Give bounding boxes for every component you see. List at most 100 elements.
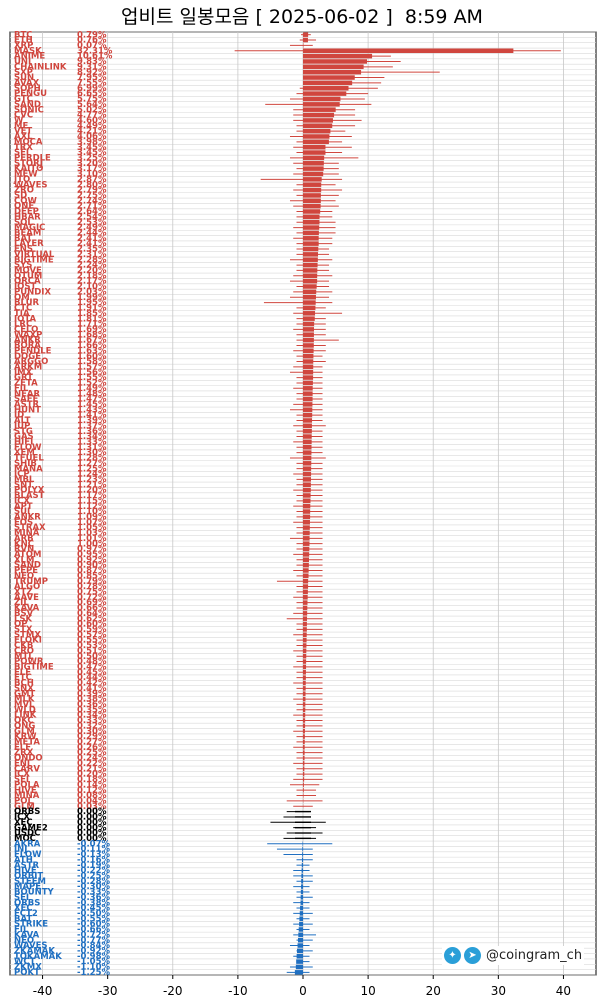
ticker-label: CVC — [14, 111, 33, 121]
bar — [301, 884, 303, 889]
bar — [303, 332, 314, 337]
ticker-label: HIFI — [14, 437, 33, 447]
percent-label: 1.68% — [77, 330, 107, 340]
percent-label: 0.33% — [77, 716, 107, 726]
ticker-label: WAXP — [14, 330, 42, 340]
ticker-label: CHAINLINK — [14, 62, 67, 72]
percent-label: 0.79% — [77, 30, 107, 40]
ticker-label: XLM — [14, 555, 34, 565]
bar — [303, 144, 326, 150]
percent-label: 3.45% — [77, 143, 107, 153]
bar — [303, 541, 310, 546]
ticker-label: UNI — [14, 57, 31, 67]
bar — [303, 246, 319, 252]
ticker-label: SUI — [14, 507, 30, 517]
bar — [303, 128, 331, 134]
percent-label: 1.17% — [77, 491, 107, 501]
percent-label: -0.22% — [77, 866, 110, 876]
bar — [303, 503, 311, 509]
ticker-label: XEC — [14, 818, 33, 828]
bar — [303, 621, 307, 627]
ticker-label: FLOW — [14, 850, 42, 860]
bar — [297, 937, 303, 943]
ticker-label: IOTA — [14, 314, 37, 324]
ticker-label: MOCA — [14, 137, 43, 147]
ticker-label: ETC — [14, 673, 32, 683]
ticker-label: SUN — [14, 73, 34, 83]
percent-label: 4.77% — [77, 111, 107, 121]
ticker-label: ZKMX — [14, 963, 42, 973]
bar — [302, 846, 303, 852]
percent-label: 1.36% — [77, 427, 107, 437]
brand-watermark: ✦ ➤ @coingram_ch — [442, 946, 585, 965]
ticker-label: ALGO — [14, 582, 40, 592]
percent-label: 0.34% — [77, 711, 107, 721]
bar — [303, 573, 309, 579]
percent-label: -0.30% — [77, 882, 110, 892]
bar — [303, 675, 306, 680]
ticker-label: INJ — [14, 845, 27, 855]
percent-label: 5.64% — [77, 100, 107, 110]
percent-label: 1.27% — [77, 459, 107, 469]
bar — [301, 868, 303, 873]
ticker-label: POL — [14, 796, 33, 806]
bar — [303, 777, 305, 782]
bar — [303, 182, 322, 187]
bar — [303, 605, 308, 611]
x-tick-label: -20 — [163, 984, 183, 998]
bar — [303, 337, 314, 343]
ticker-label: NEO — [14, 936, 34, 946]
ticker-label: STG — [14, 427, 33, 437]
bar — [303, 294, 316, 300]
bar — [300, 895, 303, 900]
bar — [297, 943, 303, 948]
percent-label: 3.45% — [77, 148, 107, 158]
bar — [303, 766, 305, 771]
percent-label: 2.41% — [77, 234, 107, 244]
ticker-label: ZETA — [14, 379, 38, 389]
ticker-label: GMT — [14, 689, 35, 699]
percent-label: 1.30% — [77, 448, 107, 458]
bar — [303, 300, 316, 305]
percent-label: 0.00% — [77, 834, 107, 844]
ticker-label: ARB — [14, 534, 34, 544]
ticker-label: ANIME — [14, 52, 45, 62]
ticker-label: RVN — [14, 545, 34, 555]
percent-label: -0.28% — [77, 877, 110, 887]
percent-label: 1.41% — [77, 411, 107, 421]
percent-label: 2.17% — [77, 277, 107, 287]
percent-label: 0.18% — [77, 775, 107, 785]
percent-label: -0.36% — [77, 893, 110, 903]
ticker-label: SOL — [14, 218, 33, 228]
percent-label: 1.69% — [77, 325, 107, 335]
ticker-label: STORJ — [14, 159, 43, 169]
percent-label: 1.03% — [77, 529, 107, 539]
bar — [303, 471, 312, 477]
bar — [303, 69, 362, 75]
bar — [303, 273, 318, 279]
ticker-label: SXP — [14, 68, 33, 78]
ticker-label: PUNDIX — [14, 287, 51, 297]
percent-label: 0.69% — [77, 598, 107, 608]
bar — [303, 514, 311, 520]
percent-label: 0.57% — [77, 630, 107, 640]
ticker-label: OP — [14, 620, 27, 630]
ticker-label: ENS — [14, 245, 33, 255]
x-tick-label: 20 — [426, 984, 441, 998]
bar — [303, 696, 306, 702]
ticker-label: ARGGO — [14, 357, 48, 367]
bar — [303, 461, 312, 466]
percent-label: 1.25% — [77, 464, 107, 474]
ticker-label: POKT — [14, 968, 40, 978]
bar — [303, 562, 309, 568]
percent-label: 3.25% — [77, 154, 107, 164]
bar — [303, 712, 306, 718]
ticker-label: POWR — [14, 657, 44, 667]
bar — [303, 487, 311, 493]
ticker-label: ICX — [14, 496, 30, 506]
percent-label: 1.01% — [77, 534, 107, 544]
percent-label: 4.60% — [77, 116, 107, 126]
bar — [303, 568, 309, 573]
ticker-label: BOUNTY — [14, 888, 55, 898]
bar — [303, 198, 321, 204]
